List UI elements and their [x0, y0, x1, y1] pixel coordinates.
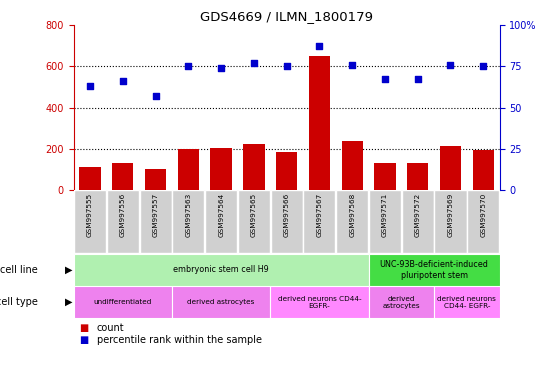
Point — [184, 63, 193, 70]
Bar — [467, 190, 499, 253]
Text: GSM997571: GSM997571 — [382, 193, 388, 237]
Bar — [369, 286, 434, 318]
Bar — [407, 163, 428, 190]
Text: undifferentiated: undifferentiated — [94, 299, 152, 305]
Bar — [74, 190, 106, 253]
Bar — [369, 254, 500, 286]
Bar — [80, 167, 100, 190]
Bar — [74, 254, 369, 286]
Text: cell line: cell line — [1, 265, 38, 275]
Text: derived neurons
CD44- EGFR-: derived neurons CD44- EGFR- — [437, 296, 496, 309]
Point — [118, 78, 127, 84]
Bar — [238, 190, 270, 253]
Text: GSM997565: GSM997565 — [251, 193, 257, 237]
Text: ▶: ▶ — [64, 297, 72, 307]
Bar — [271, 190, 302, 253]
Text: derived neurons CD44-
EGFR-: derived neurons CD44- EGFR- — [277, 296, 361, 309]
Bar — [402, 190, 434, 253]
Text: GSM997570: GSM997570 — [480, 193, 486, 237]
Bar — [336, 190, 368, 253]
Point — [86, 83, 94, 89]
Text: cell type: cell type — [0, 297, 38, 307]
Text: embryonic stem cell H9: embryonic stem cell H9 — [173, 265, 269, 275]
Point — [250, 60, 258, 66]
Text: GSM997556: GSM997556 — [120, 193, 126, 237]
Bar — [440, 146, 461, 190]
Text: count: count — [97, 323, 124, 333]
Text: derived
astrocytes: derived astrocytes — [383, 296, 420, 309]
Bar — [145, 169, 166, 190]
Text: GSM997569: GSM997569 — [448, 193, 453, 237]
Bar — [276, 152, 298, 190]
Point — [446, 61, 455, 68]
Bar — [270, 286, 369, 318]
Point — [217, 65, 225, 71]
Text: ▶: ▶ — [64, 265, 72, 275]
Text: GSM997572: GSM997572 — [415, 193, 420, 237]
Bar — [173, 190, 204, 253]
Bar — [434, 286, 500, 318]
Text: percentile rank within the sample: percentile rank within the sample — [97, 335, 262, 345]
Text: ■: ■ — [79, 323, 88, 333]
Text: GSM997567: GSM997567 — [317, 193, 322, 237]
Text: ■: ■ — [79, 335, 88, 345]
Bar — [107, 190, 139, 253]
Bar — [205, 190, 237, 253]
Bar — [304, 190, 335, 253]
Bar — [211, 148, 232, 190]
Point — [315, 43, 324, 50]
Text: derived astrocytes: derived astrocytes — [187, 299, 255, 305]
Bar — [435, 190, 466, 253]
Bar — [342, 141, 363, 190]
Bar — [178, 149, 199, 190]
Bar — [472, 150, 494, 190]
Bar — [172, 286, 270, 318]
Bar — [375, 163, 395, 190]
Point — [282, 63, 291, 70]
Point — [381, 76, 389, 83]
Text: GSM997568: GSM997568 — [349, 193, 355, 237]
Bar — [369, 190, 401, 253]
Point — [151, 93, 160, 99]
Point — [479, 63, 488, 70]
Text: GSM997563: GSM997563 — [186, 193, 191, 237]
Text: GSM997564: GSM997564 — [218, 193, 224, 237]
Point — [413, 76, 422, 83]
Point — [348, 61, 357, 68]
Text: GSM997555: GSM997555 — [87, 193, 93, 237]
Text: GSM997557: GSM997557 — [153, 193, 158, 237]
Text: GDS4669 / ILMN_1800179: GDS4669 / ILMN_1800179 — [200, 10, 373, 23]
Bar — [112, 163, 134, 190]
Bar — [140, 190, 171, 253]
Bar — [309, 56, 330, 190]
Text: UNC-93B-deficient-induced
pluripotent stem: UNC-93B-deficient-induced pluripotent st… — [379, 260, 489, 280]
Bar — [244, 144, 265, 190]
Text: GSM997566: GSM997566 — [284, 193, 289, 237]
Bar — [74, 286, 172, 318]
